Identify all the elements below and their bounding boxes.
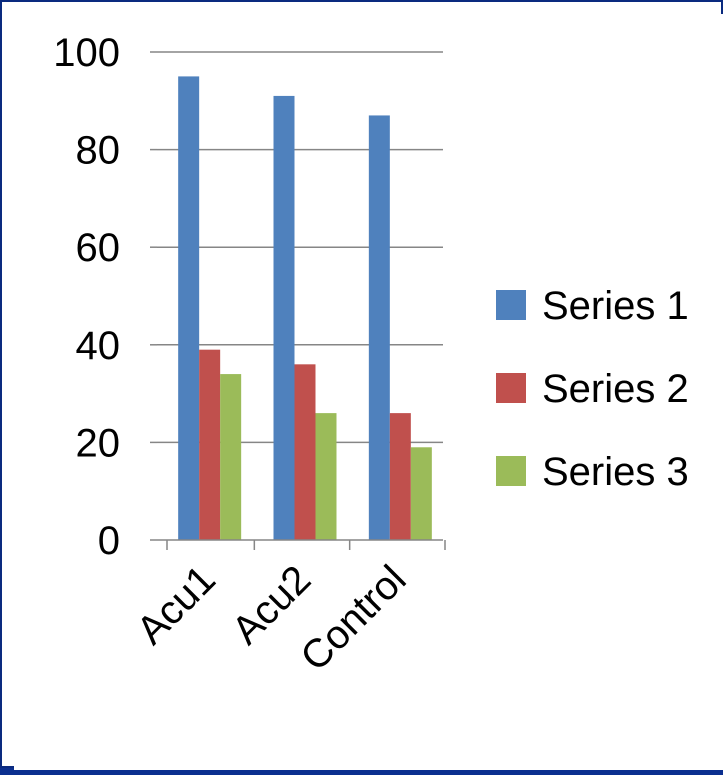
bar-control-series-1 xyxy=(368,115,390,540)
chart-area: 0 20 40 60 80 100 Acu1 Acu2 Control Series 1 Seri… xyxy=(14,14,723,770)
legend-swatch xyxy=(496,373,526,403)
x-tick-label: Acu1 xyxy=(128,557,224,653)
bar-acu2-series-2 xyxy=(294,364,316,540)
bar-control-series-2 xyxy=(389,413,411,540)
y-tick-label: 80 xyxy=(76,129,121,173)
y-tick-label: 0 xyxy=(98,519,120,563)
bar-acu1-series-1 xyxy=(178,76,200,541)
bar-acu1-series-3 xyxy=(220,374,242,540)
x-tick-label: Control xyxy=(292,557,414,679)
legend-entry-series-3: Series 3 xyxy=(496,450,689,494)
bars xyxy=(178,76,432,541)
legend-label: Series 1 xyxy=(542,284,689,328)
y-tick-label: 60 xyxy=(76,226,121,270)
legend-swatch xyxy=(496,290,526,320)
y-tick-label: 40 xyxy=(76,324,121,368)
bar-acu2-series-3 xyxy=(315,413,337,540)
legend-label: Series 2 xyxy=(542,367,689,411)
legend-entry-series-2: Series 2 xyxy=(496,367,689,411)
y-tick-label: 100 xyxy=(53,31,120,75)
legend-label: Series 3 xyxy=(542,450,689,494)
legend-swatch xyxy=(496,456,526,486)
legend-entry-series-1: Series 1 xyxy=(496,284,689,328)
y-tick-label: 20 xyxy=(76,421,121,465)
legend: Series 1 Series 2 Series 3 xyxy=(496,284,689,494)
bar-acu1-series-2 xyxy=(199,349,221,540)
bar-control-series-3 xyxy=(410,447,432,540)
bar-acu2-series-1 xyxy=(273,95,295,541)
